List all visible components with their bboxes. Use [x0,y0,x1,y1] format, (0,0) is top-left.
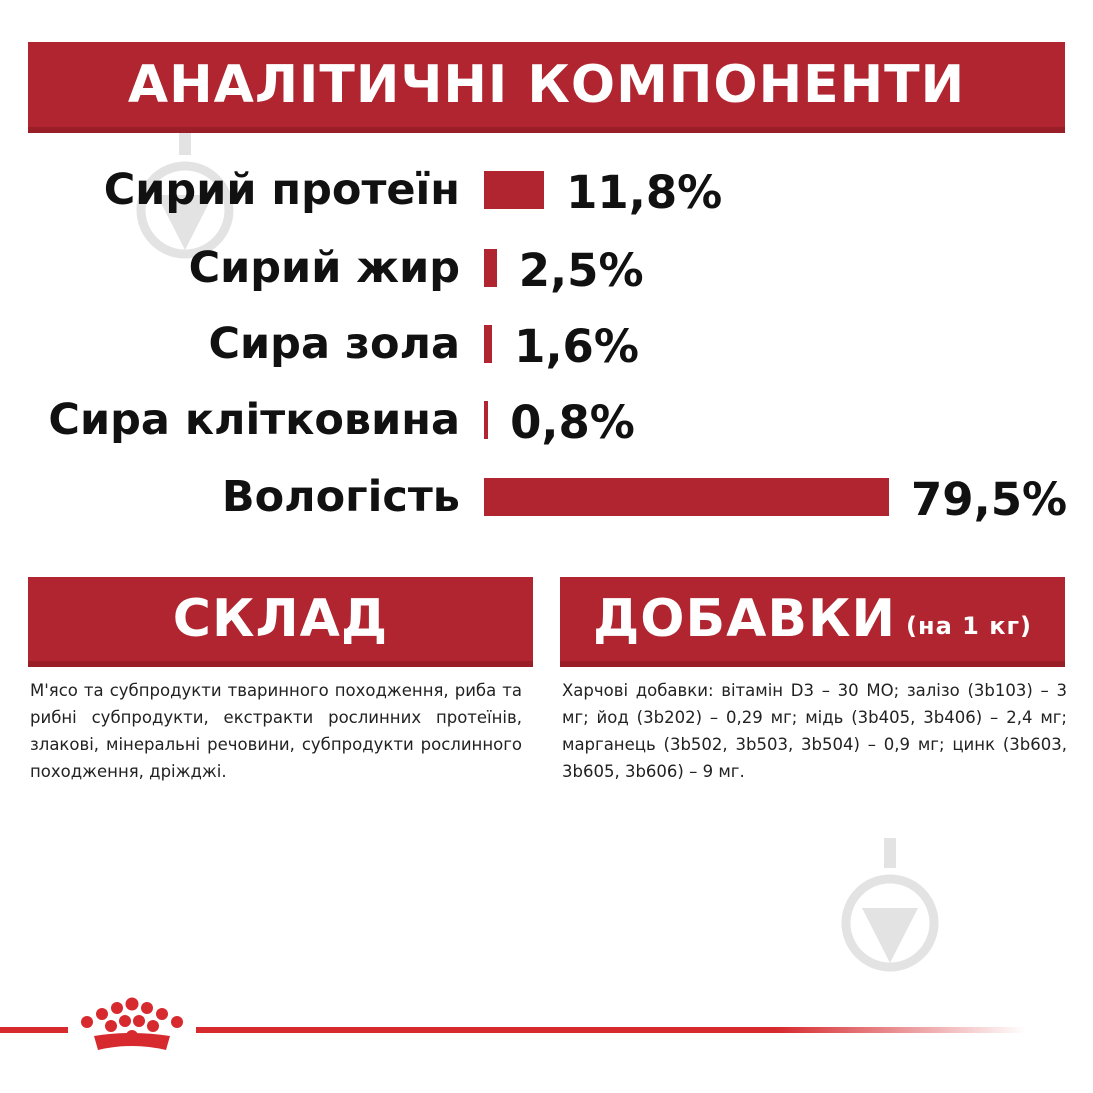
bar [484,249,497,287]
composition-text: М'ясо та субпродукти тваринного походжен… [30,681,522,781]
value-label: 2,5% [518,244,644,297]
value-label: 11,8% [566,166,723,219]
bar [484,325,493,363]
bar [484,401,489,439]
additives-banner: ДОБАВКИ (на 1 кг) [560,577,1065,667]
category-label: Сирий протеїн [103,165,460,215]
bar [484,478,889,516]
composition-title: СКЛАД [172,589,389,649]
footer-line-right [196,1027,1026,1033]
value-label: 0,8% [510,396,635,449]
watermark-drop-icon [841,838,939,972]
value-label: 79,5% [911,473,1068,526]
composition-banner: СКЛАД [28,577,533,667]
category-label: Сира зола [208,319,461,369]
category-label: Сирий жир [188,243,460,293]
additives-subtitle: (на 1 кг) [906,612,1032,640]
analytical-components-banner: АНАЛІТИЧНІ КОМПОНЕНТИ [28,42,1065,133]
value-label: 1,6% [514,320,639,373]
bar [484,171,545,209]
additives-text: Харчові добавки: вітамін D3 – 30 МО; зал… [562,681,1067,781]
footer-line-left [0,1027,68,1033]
additives-title: ДОБАВКИ [592,589,897,649]
page-title: АНАЛІТИЧНІ КОМПОНЕНТИ [127,54,966,115]
crown-logo-icon [81,997,183,1050]
category-label: Вологість [221,472,460,522]
category-label: Сира клітковина [48,395,460,445]
